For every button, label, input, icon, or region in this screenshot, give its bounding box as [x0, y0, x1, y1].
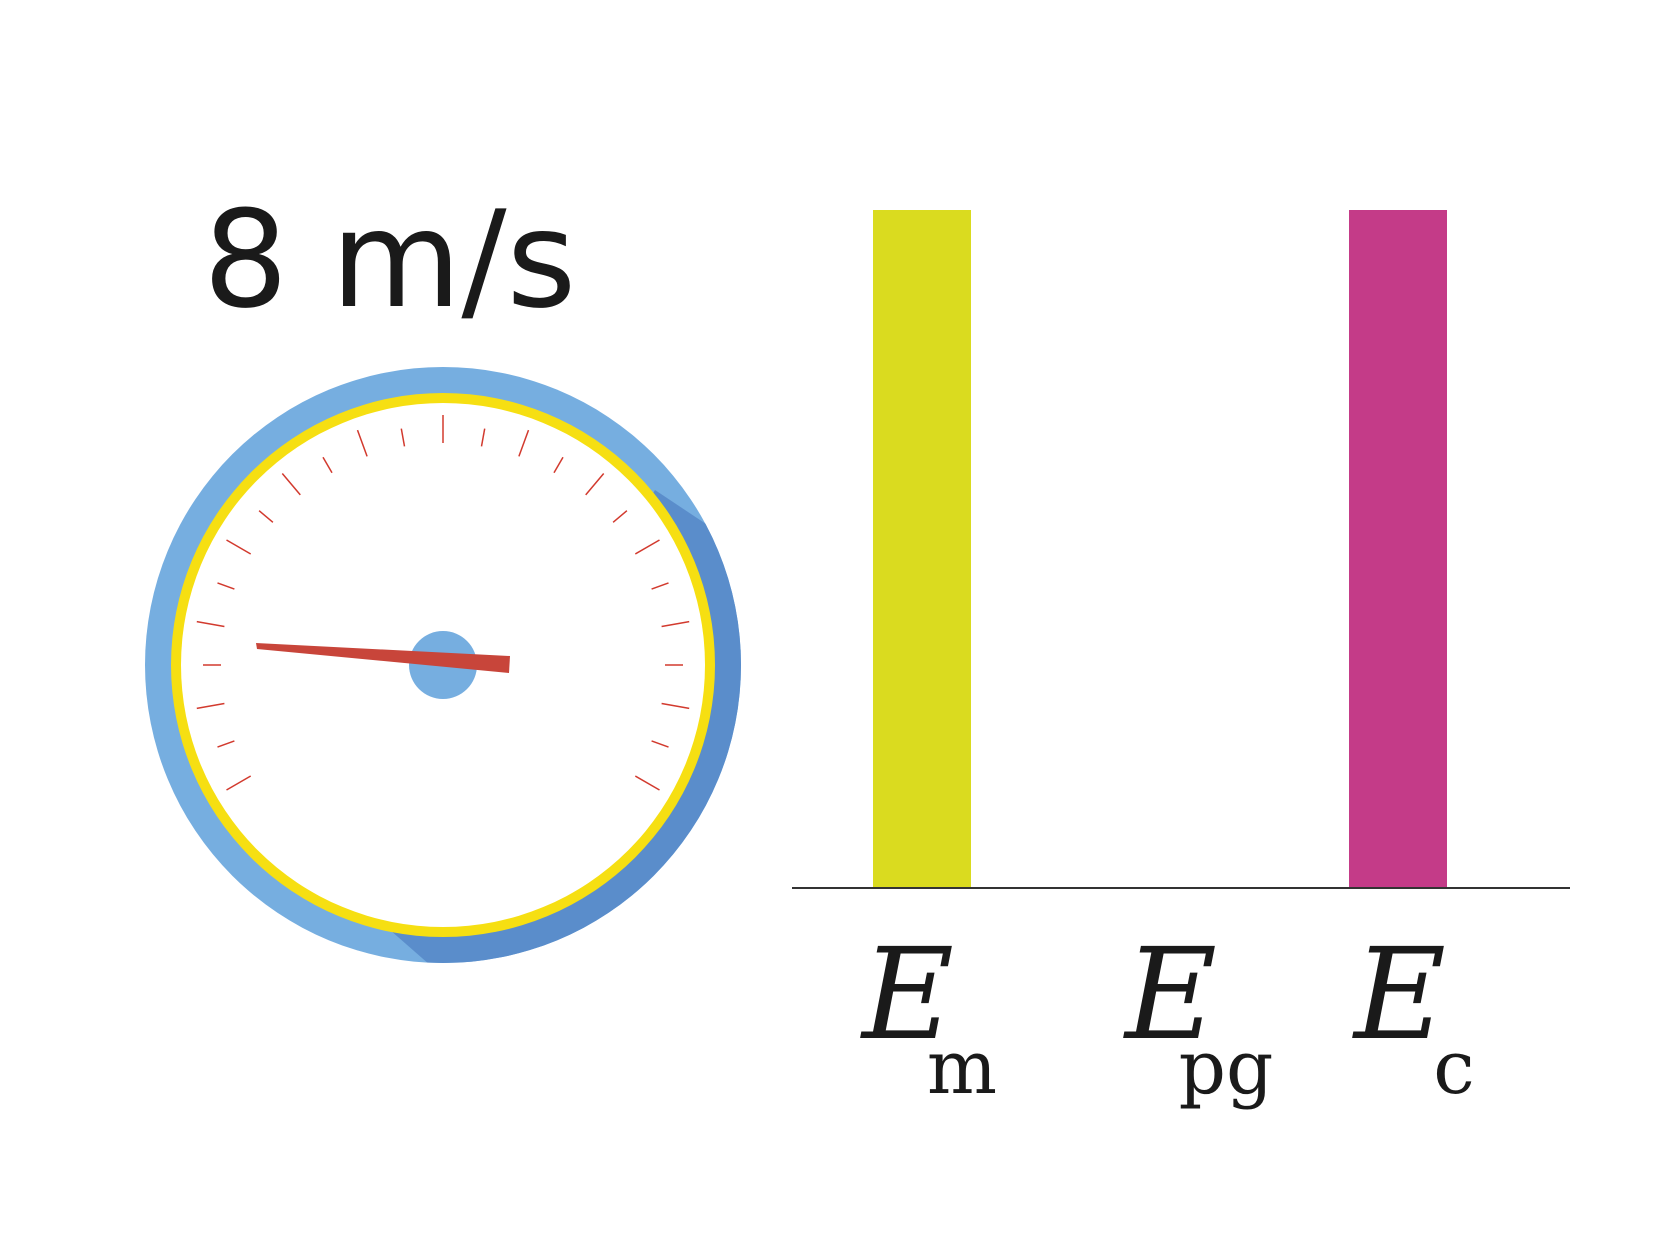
speedometer-gauge — [145, 367, 741, 963]
gauge-tick — [518, 429, 530, 457]
gauge-tick — [400, 428, 406, 447]
gauge-tick — [217, 582, 235, 590]
gauge-tick — [651, 740, 669, 748]
tick-label-ec-sub: c — [1433, 1025, 1474, 1111]
gauge-tick — [226, 539, 252, 555]
gauge-tick — [356, 429, 368, 457]
gauge-tick — [612, 510, 628, 523]
gauge-tick — [634, 539, 660, 555]
gauge-tick — [634, 775, 660, 791]
tick-label-em-main: E — [860, 921, 954, 1068]
speed-readout: 8 m/s — [203, 182, 576, 338]
tick-label-epg-sub: pg — [1179, 1025, 1274, 1111]
bar-ec — [1349, 210, 1447, 888]
tick-label-ec-main: E — [1352, 921, 1446, 1068]
gauge-tick — [196, 620, 225, 628]
gauge-tick — [322, 456, 333, 474]
gauge-tick — [258, 510, 274, 523]
gauge-tick — [196, 702, 225, 710]
gauge-needle — [256, 643, 510, 673]
gauge-tick — [651, 582, 669, 590]
gauge-tick — [217, 740, 235, 748]
bar-em — [873, 210, 971, 888]
gauge-tick — [480, 428, 486, 447]
tick-label-em-sub: m — [927, 1025, 997, 1111]
tick-label-epg-main: E — [1123, 921, 1217, 1068]
gauge-tick — [553, 456, 564, 474]
gauge-tick — [585, 473, 605, 496]
gauge-tick — [661, 620, 690, 628]
energy-bar-chart: Em Epg Ec — [792, 210, 1570, 1111]
gauge-tick — [661, 702, 690, 710]
gauge-tick — [281, 473, 301, 496]
gauge-tick — [226, 775, 252, 791]
gauge-ticks — [196, 415, 690, 791]
